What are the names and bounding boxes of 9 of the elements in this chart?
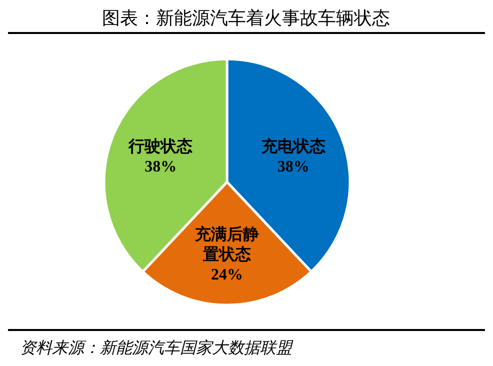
label: 38% [144,158,177,176]
label: 24% [211,266,243,284]
label: 行驶状态 [128,138,193,156]
annotation: 资料来源：新能源汽车国家大数据联盟 [20,340,292,357]
label: 38% [277,158,310,176]
title: 图表：新能源汽车着火事故车辆状态 [102,8,390,28]
label: 充满后静 [195,226,259,244]
label: 充电状态 [261,138,326,156]
label: 置状态 [203,246,251,264]
